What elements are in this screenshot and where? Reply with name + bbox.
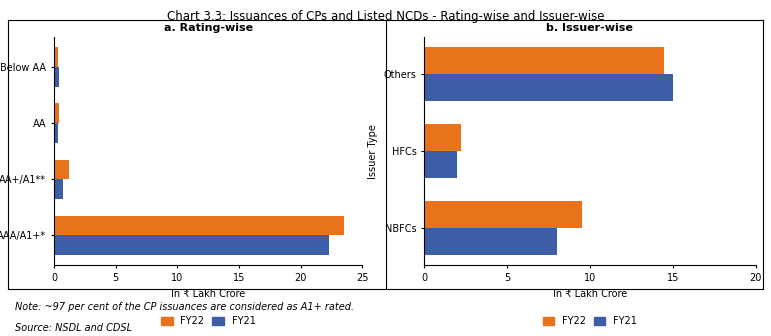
Bar	[424, 74, 672, 101]
X-axis label: In ₹ Lakh Crore: In ₹ Lakh Crore	[171, 289, 245, 299]
Bar	[424, 124, 460, 151]
Bar	[424, 151, 457, 178]
Bar	[54, 160, 69, 179]
Bar	[54, 236, 329, 255]
Title: b. Issuer-wise: b. Issuer-wise	[547, 24, 633, 33]
Legend: FY22, FY21: FY22, FY21	[158, 313, 258, 329]
Y-axis label: Issuer Type: Issuer Type	[368, 124, 378, 179]
Bar	[54, 216, 344, 236]
Bar	[54, 179, 62, 199]
Bar	[54, 123, 59, 143]
Title: a. Rating-wise: a. Rating-wise	[163, 24, 253, 33]
Bar	[424, 201, 581, 228]
Bar	[424, 228, 557, 255]
Bar	[424, 47, 665, 74]
Bar	[54, 103, 59, 123]
Text: Source: NSDL and CDSL: Source: NSDL and CDSL	[15, 323, 133, 333]
Bar	[54, 47, 58, 67]
X-axis label: In ₹ Lakh Crore: In ₹ Lakh Crore	[553, 289, 627, 299]
Text: Chart 3.3: Issuances of CPs and Listed NCDs - Rating-wise and Issuer-wise: Chart 3.3: Issuances of CPs and Listed N…	[167, 10, 604, 23]
Legend: FY22, FY21: FY22, FY21	[540, 313, 640, 329]
Text: Note: ~97 per cent of the CP issuances are considered as A1+ rated.: Note: ~97 per cent of the CP issuances a…	[15, 302, 355, 312]
Bar	[54, 67, 59, 87]
